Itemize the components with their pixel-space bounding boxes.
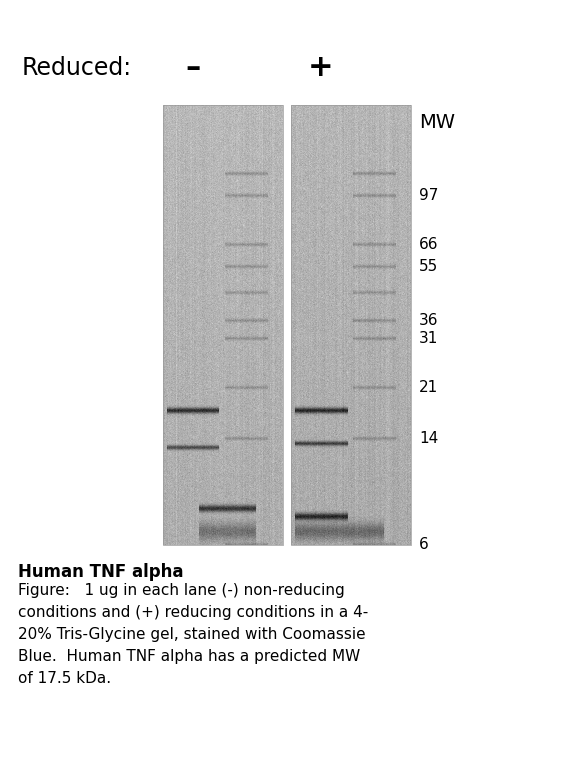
Text: 36: 36: [419, 312, 439, 328]
Text: 31: 31: [419, 332, 438, 347]
Text: Reduced:: Reduced:: [22, 56, 132, 80]
Text: Blue.  Human TNF alpha has a predicted MW: Blue. Human TNF alpha has a predicted MW: [18, 649, 360, 664]
Text: 66: 66: [419, 236, 439, 252]
Bar: [291, 105, 411, 545]
Text: conditions and (+) reducing conditions in a 4-: conditions and (+) reducing conditions i…: [18, 605, 368, 620]
Text: +: +: [308, 54, 334, 82]
Text: 21: 21: [419, 380, 438, 395]
Text: 97: 97: [419, 188, 438, 204]
Bar: [163, 105, 283, 545]
Text: 55: 55: [419, 260, 438, 274]
Text: of 17.5 kDa.: of 17.5 kDa.: [18, 671, 111, 686]
Text: Figure:   1 ug in each lane (-) non-reducing: Figure: 1 ug in each lane (-) non-reduci…: [18, 583, 345, 598]
Text: –: –: [185, 54, 201, 82]
Text: 20% Tris-Glycine gel, stained with Coomassie: 20% Tris-Glycine gel, stained with Cooma…: [18, 627, 366, 642]
Text: Human TNF alpha: Human TNF alpha: [18, 563, 184, 581]
Text: 6: 6: [419, 538, 429, 552]
Text: MW: MW: [419, 113, 455, 133]
Text: 14: 14: [419, 431, 438, 446]
